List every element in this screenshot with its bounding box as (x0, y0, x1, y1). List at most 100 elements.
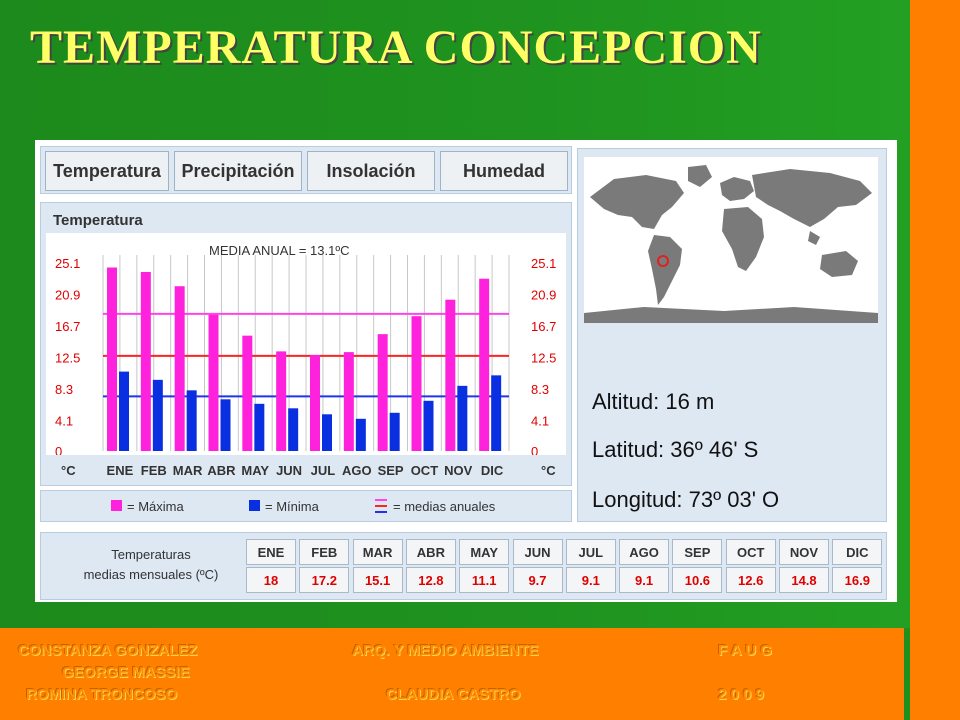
x-tick-label: FEB (141, 463, 167, 478)
footer-teacher: CLAUDIA CASTRO (386, 686, 521, 703)
month-header-cell: JUN (512, 539, 563, 565)
x-tick-label: DIC (481, 463, 504, 478)
month-header-cell: ENE (246, 539, 296, 565)
bar-min (254, 403, 265, 451)
legend-max-swatch (111, 500, 122, 511)
y-tick-left: 25.1 (55, 256, 80, 271)
month-header-cell: NOV (779, 539, 829, 565)
y-tick-left: 0 (55, 444, 62, 459)
table-caption: Temperaturas medias mensuales (ºC) (51, 545, 251, 585)
month-header-cell: AGO (619, 539, 670, 565)
temperature-chart: Temperatura MEDIA ANUAL = 13.1ºC 25.1 25.1 2… (46, 212, 566, 483)
month-header-cell: DIC (832, 539, 883, 565)
bar-min (423, 400, 434, 451)
chart-legend: = Máxima = Mínima = medias anuales (40, 490, 572, 522)
y-tick-right: 16.7 (531, 319, 556, 334)
temperature-chart-box: Temperatura MEDIA ANUAL = 13.1ºC 25.1 25.1 2… (40, 202, 572, 486)
month-value-cell: 9.1 (565, 567, 616, 593)
bar-max (174, 286, 185, 451)
month-value-cell: 15.1 (352, 567, 403, 593)
month-value-cell: 10.6 (672, 567, 723, 593)
y-tick-right: 20.9 (531, 287, 556, 302)
orange-right-band (910, 0, 960, 720)
month-header-cell: FEB (299, 539, 350, 565)
month-header-cell: SEP (672, 539, 723, 565)
x-tick-label: NOV (444, 463, 473, 478)
latitude-label: Latitud: 36º 46' S (592, 437, 759, 462)
footer-author-2: GEORGE MASSIE (62, 664, 190, 681)
bar-min (186, 390, 197, 451)
table-caption-line2: medias mensuales (ºC) (83, 567, 219, 582)
x-tick-label: MAR (173, 463, 203, 478)
month-header-cell: ABR (405, 539, 456, 565)
month-value-cell: 12.6 (725, 567, 776, 593)
legend-min-swatch (249, 500, 260, 511)
footer-year: 2 0 0 9 (718, 686, 764, 703)
x-tick-label: ABR (207, 463, 236, 478)
tab-humedad[interactable]: Humedad (440, 151, 568, 191)
x-tick-label: JUL (311, 463, 336, 478)
orange-footer-band (0, 628, 904, 720)
bar-max (445, 299, 456, 451)
bar-max (140, 271, 151, 451)
bar-min (389, 412, 400, 451)
chart-title: Temperatura (53, 212, 143, 229)
month-value-cell: 11.1 (459, 567, 510, 593)
bar-max (208, 314, 219, 451)
bar-min (288, 408, 299, 451)
legend-graphic: = Máxima = Mínima = medias anuales (111, 499, 496, 514)
y-tick-right: 25.1 (531, 256, 556, 271)
month-value-cell: 9.1 (619, 567, 670, 593)
legend-min-label: = Mínima (265, 499, 320, 514)
month-header-cell: OCT (725, 539, 776, 565)
month-header-cell: MAR (352, 539, 403, 565)
footer-author-3: ROMINA TRONCOSO (26, 686, 178, 703)
y-tick-right: 8.3 (531, 382, 549, 397)
slide-title: TEMPERATURA CONCEPCION (30, 21, 762, 74)
tab-precipitacion[interactable]: Precipitación (174, 151, 302, 191)
table-caption-line1: Temperaturas (111, 547, 191, 562)
legend-max-label: = Máxima (127, 499, 184, 514)
location-box: Altitud: 16 m Latitud: 36º 46' S Longitu… (577, 148, 887, 522)
bar-max (343, 352, 354, 451)
unit-left: °C (61, 463, 76, 478)
y-tick-left: 20.9 (55, 287, 80, 302)
month-value-cell: 17.2 (299, 567, 350, 593)
y-tick-right: 0 (531, 444, 538, 459)
tab-temperatura[interactable]: Temperatura (45, 151, 169, 191)
month-value-cell: 12.8 (405, 567, 456, 593)
month-header-cell: MAY (459, 539, 510, 565)
bar-max (107, 267, 117, 451)
altitude-label: Altitud: 16 m (592, 389, 715, 414)
bar-max (310, 355, 320, 451)
unit-right: °C (541, 463, 556, 478)
x-tick-label: AGO (342, 463, 372, 478)
bar-min (152, 379, 163, 451)
x-tick-label: SEP (378, 463, 404, 478)
footer-course: ARQ. Y MEDIO AMBIENTE (352, 642, 539, 659)
x-tick-label: MAY (241, 463, 269, 478)
tab-insolacion[interactable]: Insolación (307, 151, 435, 191)
climate-panel: Temperatura Precipitación Insolación Hum… (35, 140, 897, 602)
world-map-graphic (584, 165, 878, 323)
bar-min (220, 399, 231, 451)
x-tick-label: OCT (411, 463, 439, 478)
monthly-means-table: Temperaturas medias mensuales (ºC) ENE 18… (40, 532, 887, 600)
tab-bar: Temperatura Precipitación Insolación Hum… (40, 146, 572, 194)
month-value-cell: 9.7 (512, 567, 563, 593)
bar-max (377, 334, 388, 451)
bar-min (491, 375, 502, 451)
y-tick-left: 16.7 (55, 319, 80, 334)
bar-max (242, 335, 253, 451)
y-tick-left: 12.5 (55, 350, 80, 365)
month-value-cell: 14.8 (779, 567, 829, 593)
footer-author-1: CONSTANZA GONZALEZ (18, 642, 198, 659)
legend-annual-label: = medias anuales (393, 499, 496, 514)
month-header-cell: JUL (565, 539, 616, 565)
bar-min (322, 414, 332, 451)
longitude-label: Longitud: 73º 03' O (592, 487, 780, 512)
y-tick-right: 4.1 (531, 413, 549, 428)
y-tick-left: 4.1 (55, 413, 73, 428)
bar-max (276, 351, 287, 451)
x-axis-band (46, 455, 566, 483)
